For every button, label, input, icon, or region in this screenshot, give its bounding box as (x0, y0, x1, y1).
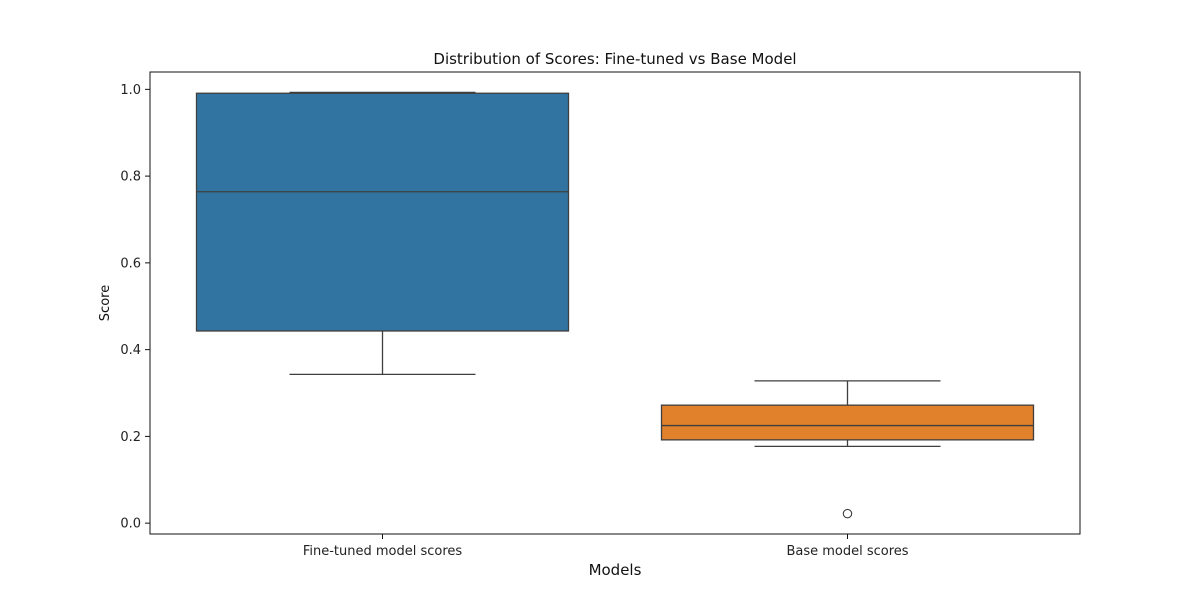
plot-frame (149, 71, 1081, 535)
x-tick-label: Fine-tuned model scores (303, 544, 463, 559)
box-iqr (660, 404, 1035, 441)
y-tick-label: 0.2 (120, 430, 141, 445)
outlier-point (842, 508, 853, 519)
y-axis-label: Score (98, 285, 113, 321)
y-tick-label: 0.0 (120, 517, 141, 532)
x-axis-label: Models (589, 561, 642, 579)
y-tick-label: 0.6 (120, 256, 141, 271)
box-iqr (195, 92, 570, 332)
chart-title: Distribution of Scores: Fine-tuned vs Ba… (433, 50, 796, 68)
plot-area: 0.0 0.2 0.4 0.6 0.8 1.0 Fine-tuned model score… (120, 83, 1035, 559)
x-tick-label: Base model scores (786, 544, 908, 559)
y-tick-label: 0.8 (120, 170, 141, 185)
y-tick-label: 1.0 (120, 83, 141, 98)
y-tick-label: 0.4 (120, 343, 141, 358)
